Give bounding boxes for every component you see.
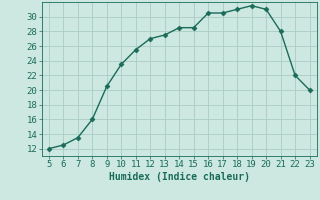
X-axis label: Humidex (Indice chaleur): Humidex (Indice chaleur) <box>109 172 250 182</box>
